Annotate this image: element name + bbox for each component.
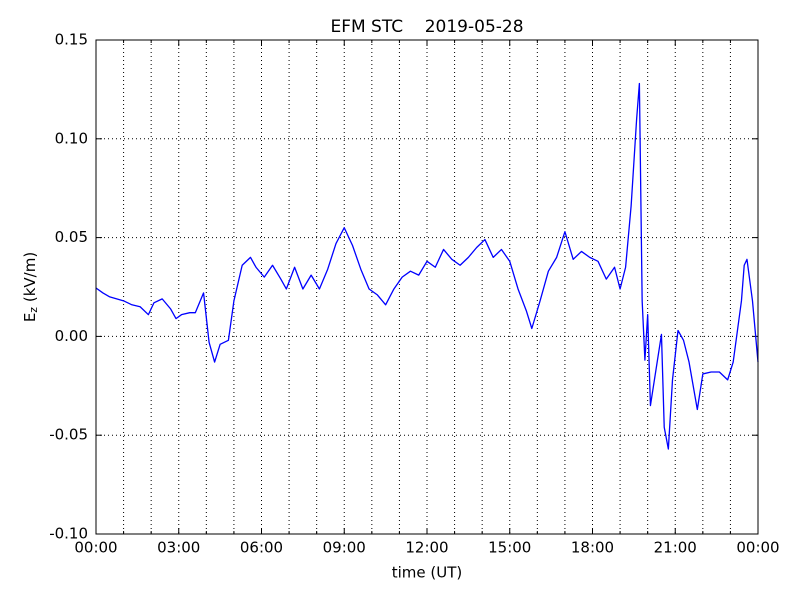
x-tick-label: 15:00 [488,539,531,557]
y-label-subscript: z [27,307,40,313]
y-tick-label: 0.10 [55,129,88,147]
x-tick-label: 03:00 [157,539,200,557]
x-tick-label: 00:00 [74,539,117,557]
x-tick-label: 21:00 [654,539,697,557]
y-label-unit: (kV/m) [21,252,39,307]
x-tick-label: 12:00 [405,539,448,557]
y-axis-label: Ez (kV/m) [21,252,41,322]
y-tick-label: 0.15 [55,31,88,49]
x-tick-label: 00:00 [736,539,779,557]
y-tick-label: -0.05 [49,426,88,444]
x-tick-label: 18:00 [571,539,614,557]
x-tick-label: 06:00 [240,539,283,557]
data-line [95,82,759,450]
y-tick-label: 0.05 [55,228,88,246]
y-tick-label: 0.00 [55,327,88,345]
x-tick-label: 09:00 [323,539,366,557]
y-tick-label: -0.10 [49,525,88,543]
x-axis-label: time (UT) [392,564,463,582]
chart-title: EFM STC 2019-05-28 [330,17,523,37]
plot-frame [95,39,759,535]
y-label-base: E [21,313,39,322]
